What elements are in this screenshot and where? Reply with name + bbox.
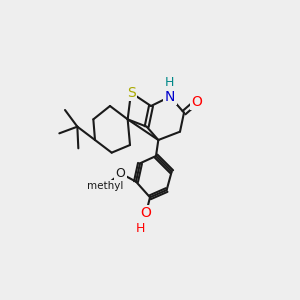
Text: N: N	[165, 90, 175, 104]
Text: O: O	[191, 95, 202, 109]
Text: O: O	[116, 167, 126, 180]
Text: O: O	[141, 206, 152, 220]
Text: methyl: methyl	[87, 181, 123, 191]
Text: H: H	[165, 76, 174, 89]
Text: S: S	[127, 86, 135, 100]
Text: H: H	[135, 222, 145, 235]
